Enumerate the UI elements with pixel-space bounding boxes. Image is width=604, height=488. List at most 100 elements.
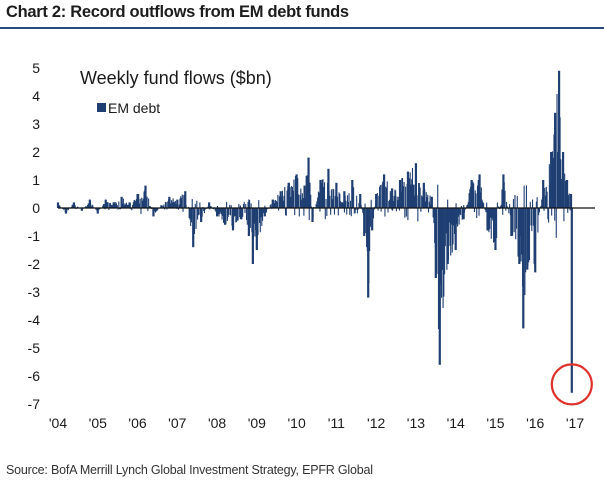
flow-bar	[305, 175, 307, 208]
flow-bar	[394, 189, 396, 208]
flow-bar	[523, 185, 525, 208]
flow-bar	[464, 208, 466, 210]
flow-bar	[276, 202, 278, 208]
flow-bar	[171, 202, 173, 208]
flow-bar	[349, 208, 351, 215]
flow-bar	[473, 183, 475, 208]
flow-bar	[233, 208, 235, 217]
flow-bar	[401, 178, 403, 208]
x-tick-label: '14	[447, 415, 465, 431]
flow-bar	[570, 208, 573, 393]
flow-bar	[353, 187, 355, 208]
flow-bar	[510, 208, 513, 236]
flow-bar	[208, 202, 211, 208]
flow-bar	[467, 201, 469, 208]
flow-bar	[489, 208, 491, 230]
flow-bar	[490, 208, 492, 239]
flow-bar	[492, 208, 495, 243]
flow-bar	[262, 208, 264, 221]
flow-bar	[545, 195, 547, 208]
flow-bar	[460, 208, 462, 216]
flow-bar	[291, 187, 293, 208]
flow-bar	[414, 163, 418, 208]
flow-bar	[396, 196, 398, 208]
flow-bar	[63, 208, 65, 210]
flow-bar	[230, 205, 232, 208]
flow-bar	[255, 208, 258, 250]
flow-bar	[388, 199, 391, 208]
flow-bar	[184, 191, 187, 208]
flow-bar	[414, 195, 416, 208]
flow-bar	[258, 200, 260, 208]
flow-bar	[376, 192, 378, 208]
flow-bar	[407, 208, 409, 221]
y-tick-label: -6	[28, 368, 41, 384]
flow-bar	[525, 208, 527, 273]
flow-bar	[63, 208, 66, 210]
flow-bar	[541, 199, 543, 208]
flow-bar	[245, 203, 247, 208]
flow-bar	[138, 203, 141, 208]
x-tick-label: '09	[248, 415, 266, 431]
flow-bar	[323, 182, 326, 208]
flow-bar	[271, 199, 274, 208]
flow-bar	[273, 200, 275, 208]
y-tick-label: 5	[32, 60, 40, 76]
flow-bar	[548, 208, 550, 223]
flow-bar	[254, 208, 256, 237]
flow-bar	[324, 208, 326, 220]
flow-bar	[213, 208, 215, 210]
flow-bar	[243, 201, 245, 208]
flow-bar	[123, 204, 125, 208]
flow-bar	[429, 195, 431, 208]
flow-bar	[98, 208, 100, 211]
flow-bar	[175, 203, 177, 208]
flow-bar	[391, 208, 393, 210]
flow-bar	[165, 202, 167, 208]
flow-bar	[154, 208, 157, 213]
flow-bar	[538, 208, 540, 216]
flow-bar	[133, 199, 135, 208]
flow-bar	[242, 208, 244, 217]
flow-bar	[125, 204, 127, 208]
flow-bar	[315, 204, 317, 208]
flow-bar	[59, 205, 61, 208]
flow-bar	[472, 181, 474, 208]
flow-bar	[432, 208, 434, 218]
flow-bar	[543, 208, 545, 211]
flow-bar	[136, 194, 139, 208]
flow-bar	[96, 208, 99, 214]
flow-bar	[421, 195, 423, 208]
flow-bar	[301, 199, 303, 208]
flow-bar	[509, 204, 511, 208]
flow-bar	[398, 208, 401, 211]
flow-bar	[270, 204, 272, 208]
flow-bar	[552, 157, 554, 208]
flow-bar	[436, 208, 438, 274]
flow-bar	[157, 208, 159, 210]
flow-bar	[86, 205, 88, 208]
flow-bar	[122, 198, 124, 208]
flow-bar	[239, 205, 241, 208]
flow-bar	[277, 194, 279, 208]
flow-bar	[219, 208, 222, 213]
flow-bar	[71, 204, 73, 208]
flow-bar	[196, 200, 198, 208]
flow-bar	[416, 195, 418, 208]
flow-bar	[167, 201, 169, 208]
flow-bar	[512, 199, 514, 208]
flow-bar	[514, 195, 516, 208]
flow-bar	[114, 203, 116, 208]
flow-bar	[389, 191, 391, 208]
flow-bar	[317, 197, 319, 208]
flow-bar	[366, 208, 368, 248]
flow-bar	[402, 186, 404, 208]
flow-bar	[491, 208, 493, 219]
flow-bar	[346, 195, 349, 208]
flow-bar	[354, 208, 356, 214]
flow-bar	[156, 208, 158, 211]
flow-bar	[475, 193, 477, 208]
flow-bar	[433, 208, 435, 224]
flow-bar	[253, 208, 255, 224]
flow-bar	[437, 184, 439, 208]
